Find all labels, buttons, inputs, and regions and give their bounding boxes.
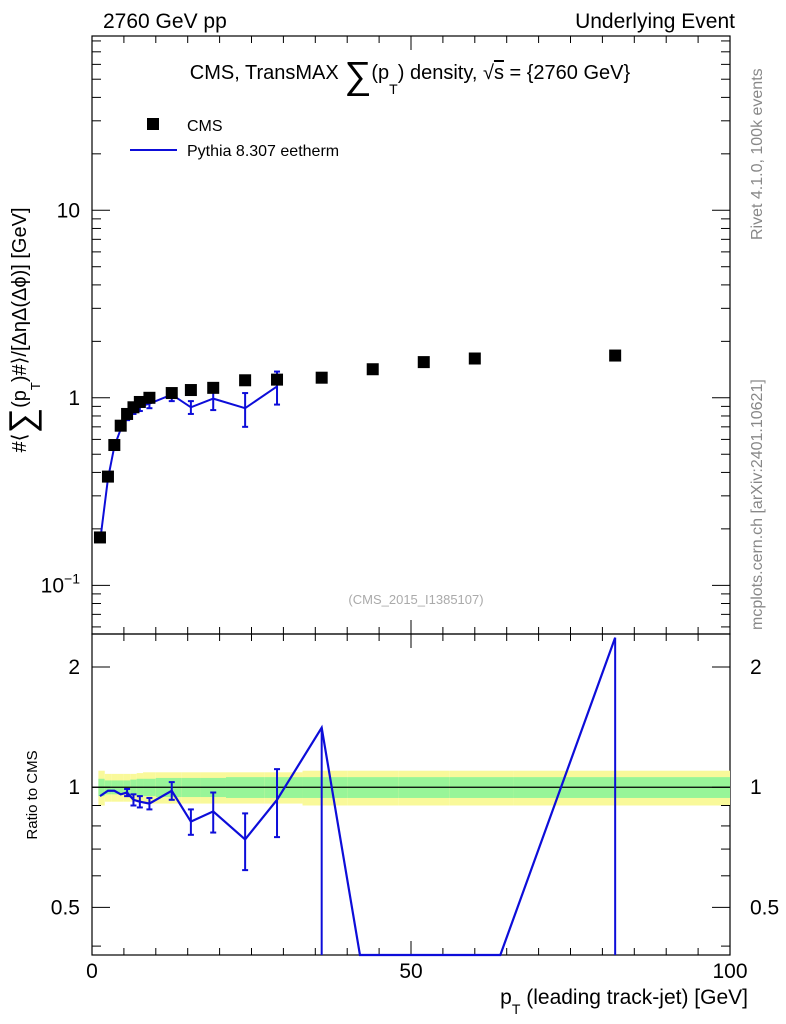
ratio-y-tick-label-right: 0.5 bbox=[750, 896, 779, 919]
main-y-tick-base: 1 bbox=[68, 387, 80, 410]
data-point bbox=[468, 352, 481, 365]
main-y-axis-label: #⟨∑(pT)#⟩/[ΔηΔ(Δϕ)] [GeV] bbox=[1, 207, 43, 452]
xlabel-rest: (leading track-jet) [GeV] bbox=[520, 986, 748, 1009]
ratio-y-tick-label-left: 0.5 bbox=[51, 896, 80, 919]
ylabel-rest: )#⟩/[ΔηΔ(Δϕ)] [GeV] bbox=[9, 207, 31, 382]
data-point bbox=[165, 387, 178, 400]
title-energy: = {2760 GeV} bbox=[504, 62, 631, 84]
main-y-tick-label: 10−1 bbox=[41, 570, 81, 597]
header-left-label: 2760 GeV pp bbox=[103, 10, 227, 33]
data-series bbox=[93, 349, 622, 544]
legend-mc-label: Pythia 8.307 eetherm bbox=[187, 143, 339, 160]
ylabel-pt-sub: T bbox=[28, 382, 43, 390]
mc-series bbox=[98, 370, 281, 543]
main-y-tick-base: 10 bbox=[57, 199, 80, 222]
title-pt-sub: T bbox=[389, 81, 398, 97]
ylabel-sum-icon: ∑ bbox=[1, 408, 42, 434]
data-point bbox=[417, 356, 430, 369]
x-tick-label: 100 bbox=[712, 960, 747, 983]
title-prefix: CMS, TransMAX bbox=[190, 62, 344, 84]
title-suffix: density, bbox=[404, 62, 483, 84]
legend-data-marker bbox=[147, 118, 159, 130]
data-point bbox=[108, 439, 121, 452]
data-point bbox=[101, 470, 114, 483]
mcplots-reference-label: mcplots.cern.ch [arXiv:2401.10621] bbox=[749, 379, 766, 630]
main-y-tick-label: 1 bbox=[68, 387, 80, 410]
title-sqrt-arg: s bbox=[494, 62, 504, 84]
rivet-version-label: Rivet 4.1.0, 100k events bbox=[749, 68, 766, 240]
data-point bbox=[271, 373, 284, 386]
ylabel-pt-open: (p bbox=[9, 390, 31, 408]
data-point bbox=[184, 384, 197, 397]
main-y-axis-label-text: #⟨∑(pT)#⟩/[ΔηΔ(Δϕ)] [GeV] bbox=[1, 207, 43, 452]
data-point bbox=[207, 381, 220, 394]
ratio-y-axis-label: Ratio to CMS bbox=[24, 750, 41, 839]
title-sum-icon: ∑ bbox=[344, 55, 371, 97]
ratio-y-tick-label-left: 1 bbox=[68, 776, 80, 799]
legend: CMS Pythia 8.307 eetherm bbox=[130, 118, 339, 160]
data-point bbox=[239, 374, 252, 387]
title-pt-close: ) bbox=[398, 62, 405, 84]
legend-data-label: CMS bbox=[187, 118, 223, 135]
x-tick-label: 50 bbox=[399, 960, 422, 983]
data-point bbox=[366, 363, 379, 376]
x-axis-label: pT (leading track-jet) [GeV] bbox=[500, 986, 748, 1017]
data-point bbox=[114, 419, 127, 432]
title-pt-open: (p bbox=[371, 62, 389, 84]
ratio-y-tick-label-left: 2 bbox=[68, 656, 80, 679]
xlabel-sub: T bbox=[512, 1001, 521, 1017]
ratio-y-tick-label-right: 2 bbox=[750, 656, 762, 679]
main-y-tick-label: 10 bbox=[57, 199, 80, 222]
title-sqrt-icon: √ bbox=[483, 62, 494, 84]
x-tick-label: 0 bbox=[86, 960, 98, 983]
main-y-tick-exponent: −1 bbox=[64, 570, 80, 586]
data-point bbox=[93, 531, 106, 544]
ratio-series bbox=[99, 637, 617, 957]
xlabel-p: p bbox=[500, 986, 512, 1009]
data-point bbox=[609, 349, 622, 362]
main-y-tick-base: 10 bbox=[41, 574, 64, 597]
plot-title: CMS, TransMAX ∑(pT) density, √s = {2760 … bbox=[190, 55, 631, 97]
uncertainty-band bbox=[92, 770, 730, 806]
ratio-y-tick-label-right: 1 bbox=[750, 776, 762, 799]
header-right-label: Underlying Event bbox=[575, 10, 735, 33]
data-point bbox=[143, 391, 156, 404]
analysis-watermark: (CMS_2015_I1385107) bbox=[348, 592, 483, 607]
data-point bbox=[315, 371, 328, 384]
data-point bbox=[133, 395, 146, 408]
